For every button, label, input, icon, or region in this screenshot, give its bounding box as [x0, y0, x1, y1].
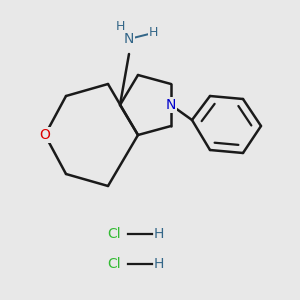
- Text: H: H: [154, 227, 164, 241]
- Text: Cl: Cl: [107, 257, 121, 271]
- Text: H: H: [154, 257, 164, 271]
- Text: N: N: [166, 98, 176, 112]
- Text: H: H: [115, 20, 125, 34]
- Text: N: N: [124, 32, 134, 46]
- Text: O: O: [40, 128, 50, 142]
- Text: H: H: [148, 26, 158, 40]
- Text: Cl: Cl: [107, 227, 121, 241]
